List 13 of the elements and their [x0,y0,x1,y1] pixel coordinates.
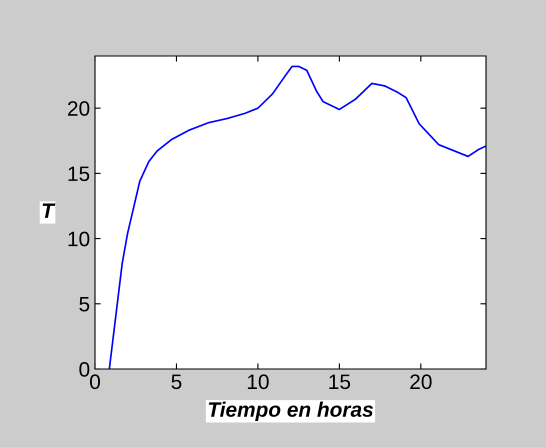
x-axis-title: Tiempo en horas [208,402,373,422]
x-tick-label: 0 [90,374,100,390]
y-tick-label: 20 [68,101,90,116]
x-tick-label: 20 [410,374,432,390]
y-tick-label: 0 [79,362,90,377]
y-axis-title: T [42,204,56,218]
y-tick-label: 15 [68,166,90,182]
line-series [108,66,486,369]
x-tick-label: 5 [172,374,182,390]
x-tick-label: 15 [329,374,350,390]
y-tick-label: 5 [79,297,90,312]
y-tick-label: 10 [68,232,90,246]
x-tick-label: 10 [248,374,269,390]
